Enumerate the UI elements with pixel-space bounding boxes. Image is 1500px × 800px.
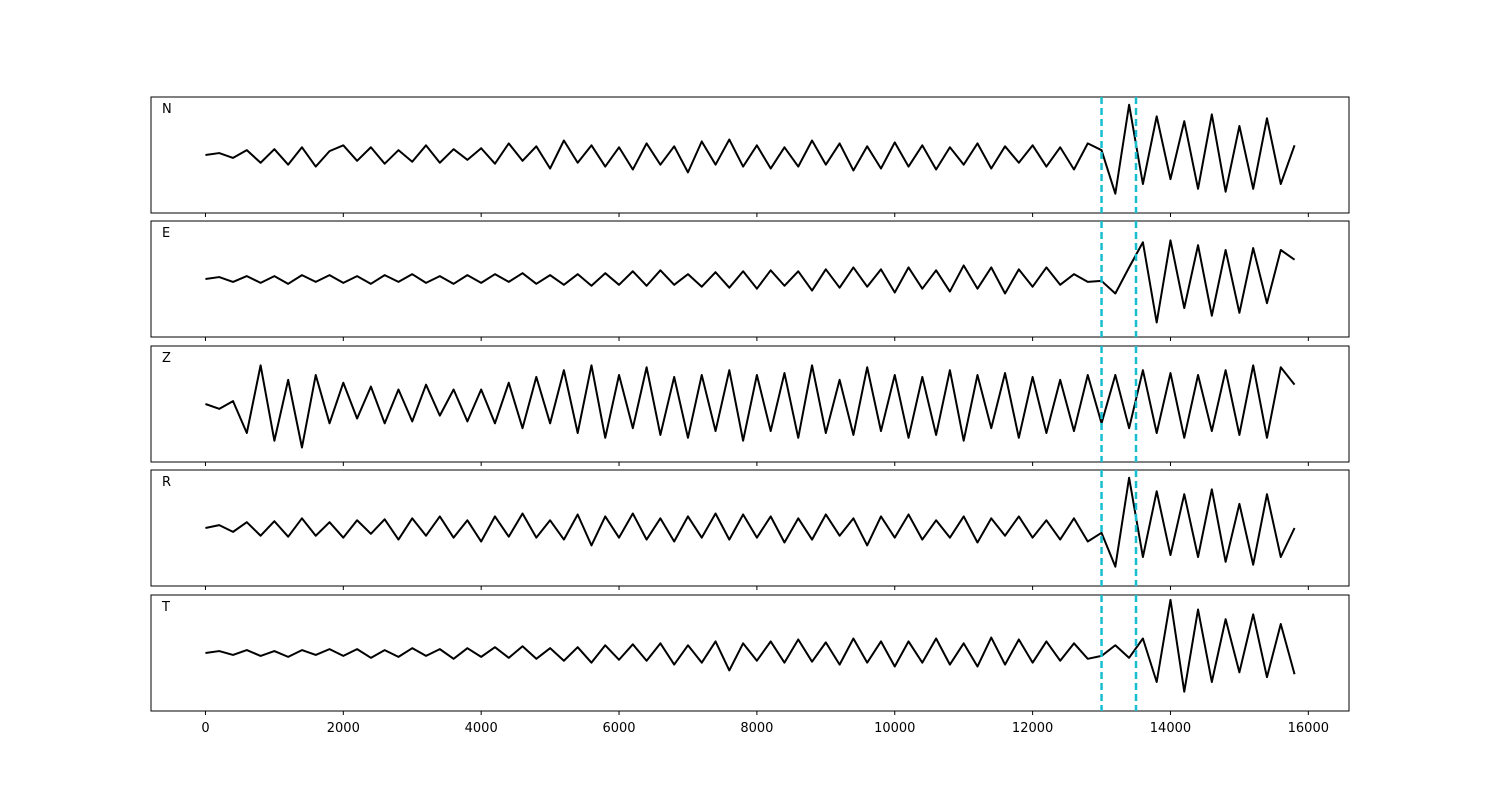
panel-frame [150, 345, 1350, 463]
waveform [205, 103, 1296, 195]
x-tick-label: 12000 [1012, 721, 1053, 736]
panel-frame [150, 96, 1350, 214]
panel-frame [150, 594, 1350, 712]
panel-frame [150, 220, 1350, 338]
panel-frame [150, 469, 1350, 587]
x-tick-label: 0 [201, 721, 209, 736]
waveform [205, 476, 1296, 568]
panel-label: T [161, 600, 170, 615]
waveform [205, 364, 1296, 449]
x-tick-label: 16000 [1288, 721, 1329, 736]
x-tick-label: 14000 [1150, 721, 1191, 736]
x-tick-label: 6000 [602, 721, 635, 736]
panel-label: N [162, 102, 172, 117]
x-tick-label: 10000 [874, 721, 915, 736]
waveform [205, 598, 1296, 693]
panel-label: Z [162, 351, 171, 366]
waveform [205, 239, 1296, 324]
x-tick-label: 2000 [327, 721, 360, 736]
panel-label: E [162, 226, 170, 241]
panel-label: R [162, 475, 171, 490]
x-tick-label: 8000 [740, 721, 773, 736]
x-tick-label: 4000 [465, 721, 498, 736]
